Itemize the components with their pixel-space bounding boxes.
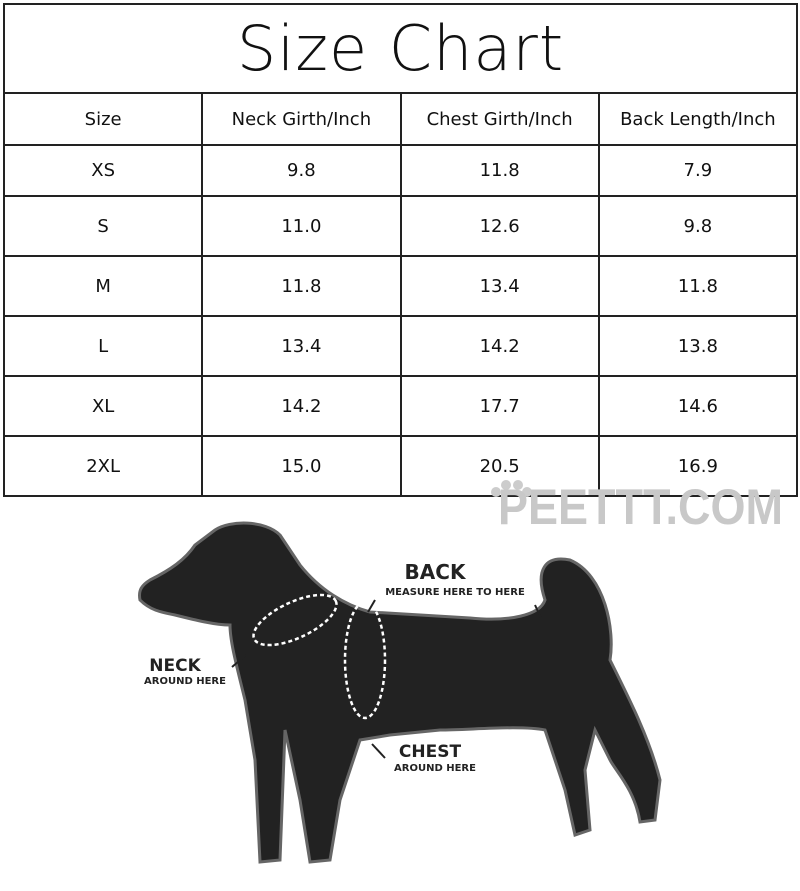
cell: 13.8	[597, 315, 799, 377]
back-sublabel: MEASURE HERE TO HERE	[385, 587, 525, 598]
cell: 14.2	[399, 315, 600, 377]
dog-silhouette-illustration	[138, 521, 662, 864]
cell: 15.0	[201, 435, 402, 497]
cell: S	[2, 195, 204, 257]
table-row: L 13.4 14.2 13.8	[2, 315, 799, 377]
cell: XS	[2, 144, 204, 197]
back-label: BACK	[404, 560, 466, 584]
header-neck: Neck Girth/Inch	[201, 92, 402, 146]
header-back: Back Length/Inch	[597, 92, 799, 146]
chest-sublabel: AROUND HERE	[394, 763, 476, 774]
paw-icon	[491, 480, 532, 497]
neck-label: NECK	[149, 656, 201, 676]
cell: 13.4	[399, 255, 600, 317]
cell: 7.9	[597, 144, 799, 197]
header-chest: Chest Girth/Inch	[399, 92, 600, 146]
table-row: M 11.8 13.4 11.8	[2, 255, 799, 317]
neck-sublabel: AROUND HERE	[144, 676, 226, 687]
cell: 12.6	[399, 195, 600, 257]
cell: 9.8	[201, 144, 402, 197]
cell: 11.8	[399, 144, 600, 197]
cell: M	[2, 255, 204, 317]
cell: 11.8	[201, 255, 402, 317]
cell: 2XL	[2, 435, 204, 497]
chest-label: CHEST	[398, 742, 462, 762]
table-row: XL 14.2 17.7 14.6	[2, 375, 799, 437]
table-row: S 11.0 12.6 9.8	[2, 195, 799, 257]
cell: 14.6	[597, 375, 799, 437]
cell: 9.8	[597, 195, 799, 257]
table-row: XS 9.8 11.8 7.9	[2, 144, 799, 197]
page-title: Size Chart	[3, 3, 798, 94]
cell: 11.8	[597, 255, 799, 317]
size-chart-table: Size Chart Size Neck Girth/Inch Chest Gi…	[2, 3, 799, 497]
table-row: 2XL 15.0 20.5 16.9	[2, 435, 799, 497]
cell: 17.7	[399, 375, 600, 437]
cell: 13.4	[201, 315, 402, 377]
header-size: Size	[2, 92, 204, 146]
cell: 11.0	[201, 195, 402, 257]
cell: XL	[2, 375, 204, 437]
cell: 14.2	[201, 375, 402, 437]
cell: L	[2, 315, 204, 377]
cell: 16.9	[597, 435, 799, 497]
watermark: PEETTT.COM	[498, 479, 784, 535]
